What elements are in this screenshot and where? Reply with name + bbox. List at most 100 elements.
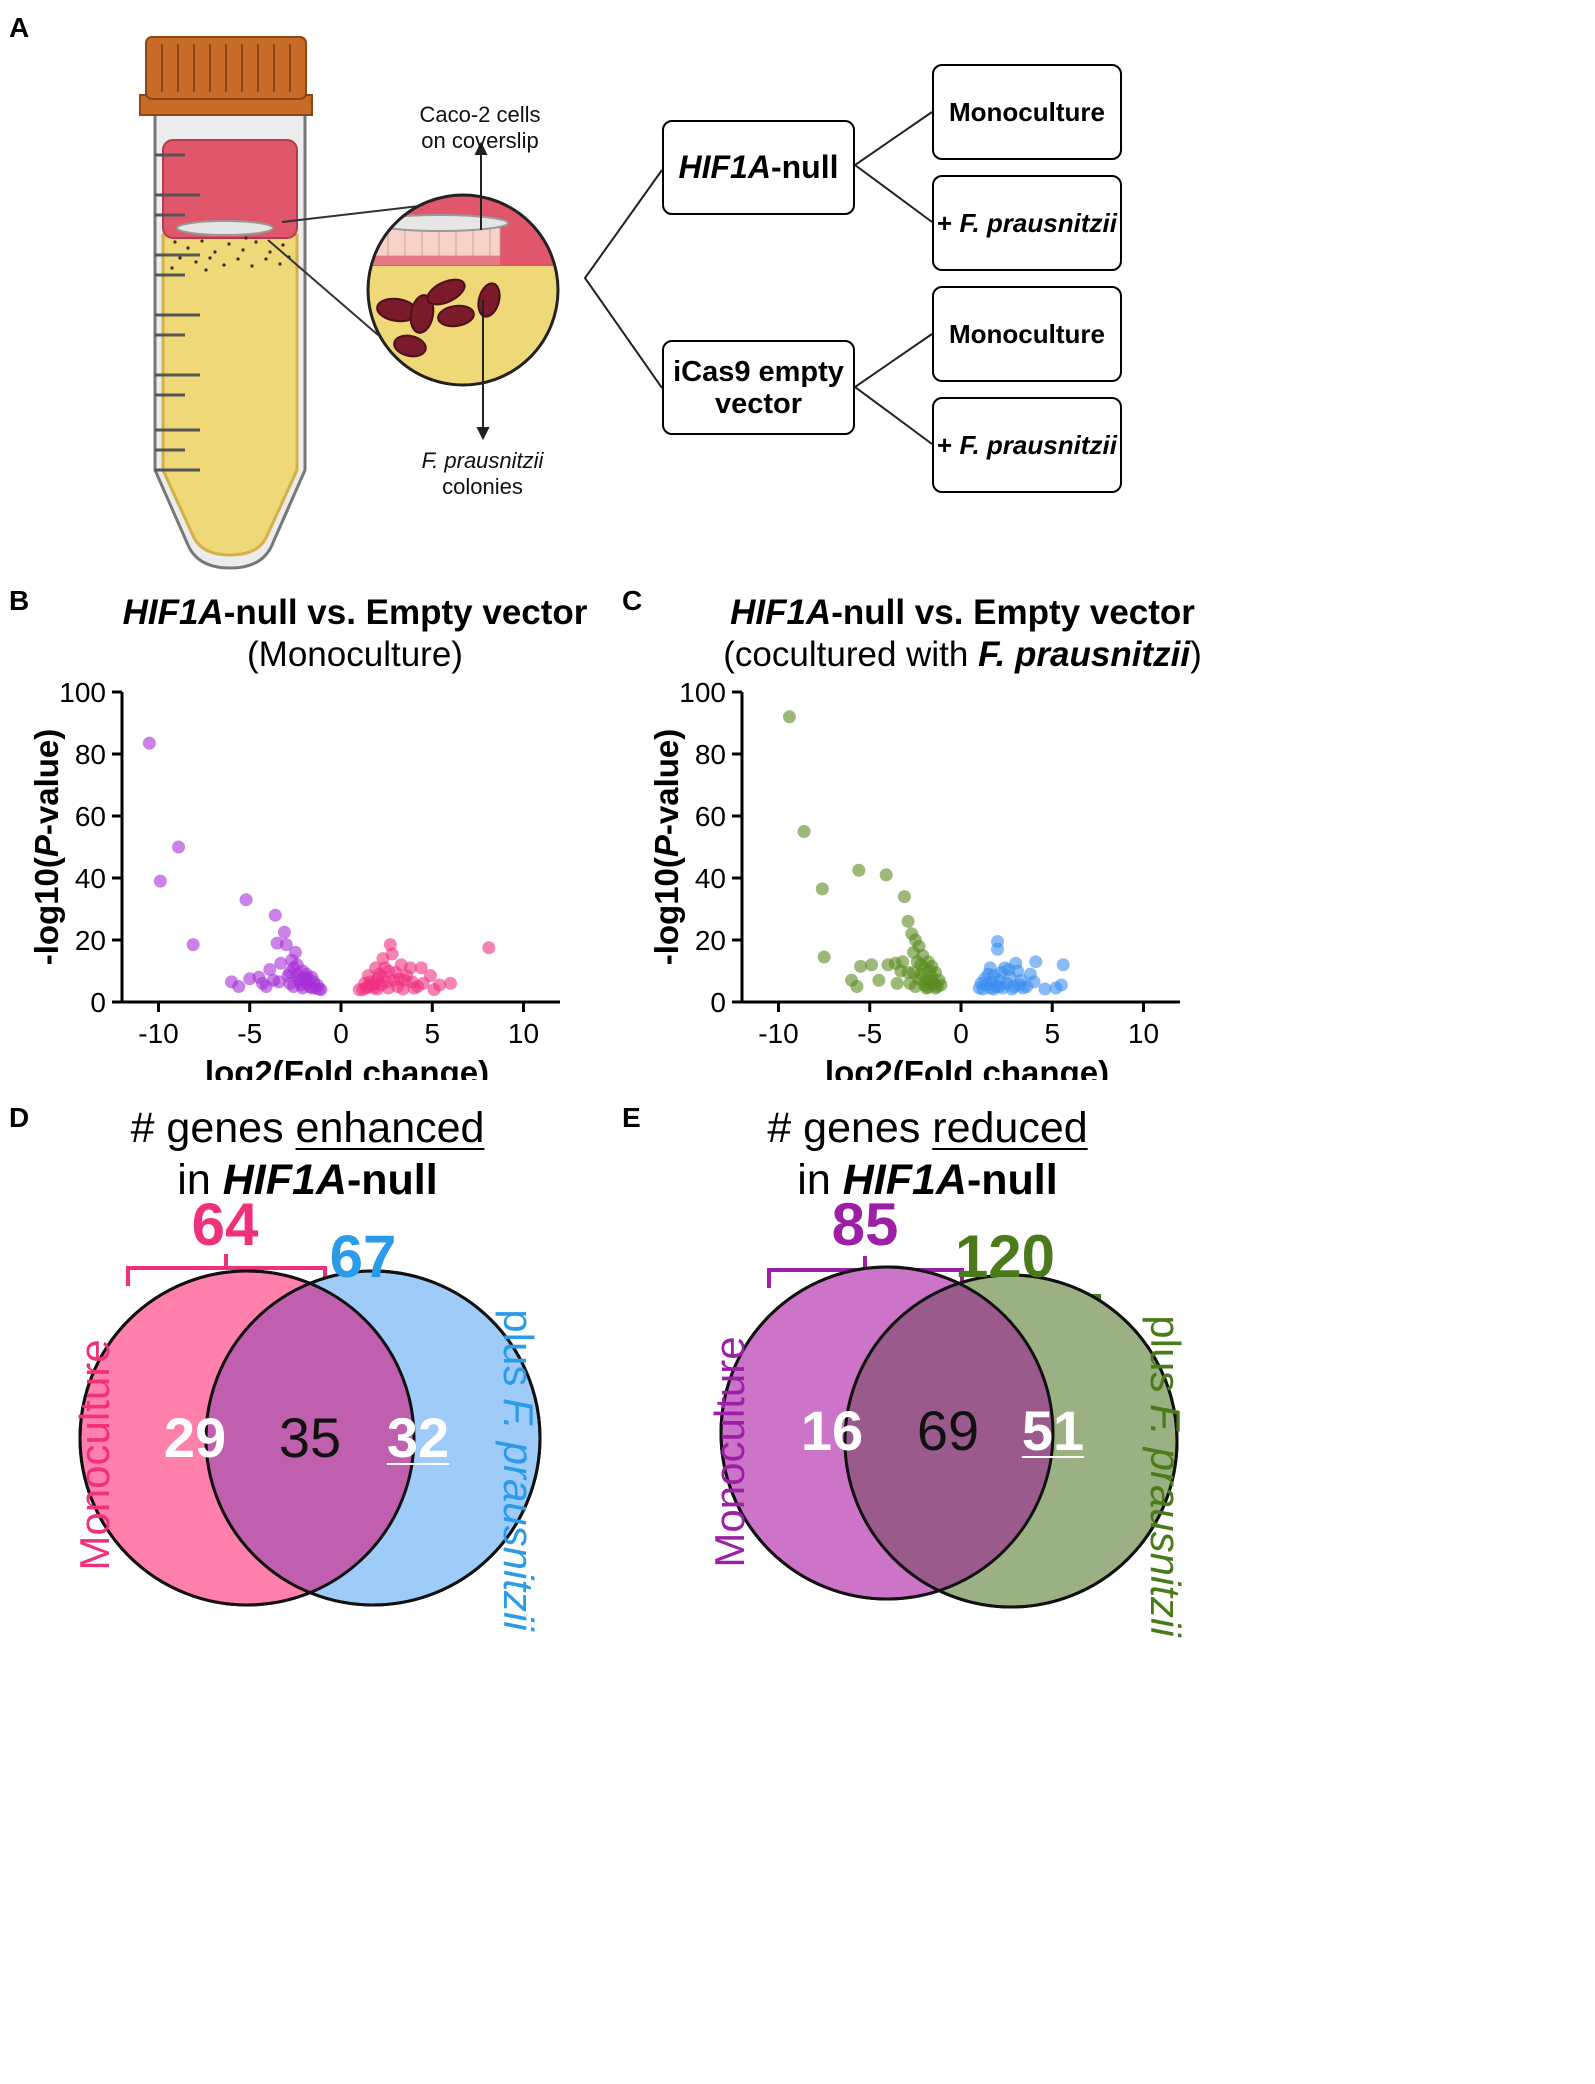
data-point-reduced xyxy=(797,825,811,838)
e-total-left: 85 xyxy=(831,1191,899,1258)
venn-enhanced xyxy=(78,1254,542,1607)
data-point-enhanced xyxy=(991,942,1004,956)
data-point-reduced xyxy=(186,938,200,952)
box-monoculture-2: Monoculture xyxy=(932,286,1122,382)
data-point-enhanced xyxy=(482,941,496,955)
panel-c-label: C xyxy=(622,585,643,616)
d-right-only: 32 xyxy=(386,1406,450,1469)
x-axis-label: log2(Fold change) xyxy=(825,1054,1109,1080)
panel-b-title: HIF1A-null vs. Empty vector (Monoculture… xyxy=(100,592,610,676)
d-title-in: in xyxy=(177,1156,223,1204)
x-tick-label: 0 xyxy=(953,1018,969,1049)
d-title-prefix: # genes xyxy=(130,1104,296,1152)
data-point-enhanced xyxy=(1009,956,1023,970)
zoom-line-top xyxy=(281,204,429,223)
y-tick-label: 60 xyxy=(695,801,726,832)
data-point-reduced xyxy=(277,925,291,939)
y-tick-label: 0 xyxy=(710,987,726,1018)
data-point-reduced xyxy=(153,874,167,888)
volcano-plot-monoculture: 0 20 40 60 80 100 -10 -5 0 5 10 log2(Fold change) -l… xyxy=(28,677,560,1080)
fp-2: F. prausnitzii xyxy=(959,429,1117,460)
y-axis-label: -log10(P-value) xyxy=(648,729,685,966)
data-point-enhanced xyxy=(383,938,397,952)
data-point-reduced xyxy=(279,938,293,952)
box-monoculture-2-label: Monoculture xyxy=(949,318,1105,349)
data-point-enhanced xyxy=(427,983,441,997)
d-total-right: 67 xyxy=(329,1223,397,1290)
tube-illustration xyxy=(139,36,933,570)
x-tick-label: -10 xyxy=(758,1018,798,1049)
data-point-reduced xyxy=(296,981,310,995)
y-tick-label: 40 xyxy=(75,863,106,894)
fp-label-colonies: colonies xyxy=(442,474,523,499)
data-point-reduced xyxy=(274,956,288,970)
caco-label-line1: Caco-2 cells xyxy=(419,102,541,127)
panel-c-title: HIF1A-null vs. Empty vector (cocultured … xyxy=(700,592,1225,676)
data-point-enhanced xyxy=(396,982,410,996)
e-right-label-species: F. prausnitzii xyxy=(1142,1404,1189,1637)
data-point-reduced xyxy=(239,893,253,907)
data-point-enhanced xyxy=(972,981,986,995)
venn-overlap xyxy=(845,1275,1053,1599)
data-point-reduced xyxy=(232,980,246,993)
data-point-reduced xyxy=(142,736,156,750)
c-title-gene: HIF1A xyxy=(730,593,832,632)
d-title-under: enhanced xyxy=(295,1104,485,1152)
venn-reduced xyxy=(719,1256,1179,1609)
panel-a-label: A xyxy=(9,12,30,43)
x-tick-label: 5 xyxy=(1044,1018,1060,1049)
e-right-label-plain: plus xyxy=(1142,1315,1189,1405)
data-point-enhanced xyxy=(998,961,1012,975)
red-medium xyxy=(162,139,298,239)
data-point-enhanced xyxy=(1038,982,1052,996)
zoom-circle-content xyxy=(368,195,558,385)
data-point-enhanced xyxy=(414,961,428,975)
icas9-line2: vector xyxy=(714,387,803,420)
data-point-enhanced xyxy=(376,952,390,966)
e-left-label: Monoculture xyxy=(706,1336,753,1568)
data-point-enhanced xyxy=(381,981,395,995)
c-title-rest: -null vs. Empty vector xyxy=(831,593,1195,632)
data-point-reduced xyxy=(888,956,902,970)
x-tick-label: 10 xyxy=(1128,1018,1159,1049)
venn-overlap xyxy=(206,1271,414,1605)
box-fp-1: + F. prausnitzii xyxy=(932,175,1122,271)
data-point-reduced xyxy=(283,966,297,980)
b-subtitle: (Monoculture) xyxy=(247,635,463,674)
panel-d-title: # genes enhanced in HIF1A-null xyxy=(100,1102,515,1206)
data-point-reduced xyxy=(314,983,328,997)
e-right-only: 51 xyxy=(1021,1399,1085,1462)
y-tick-label: 100 xyxy=(679,677,726,708)
data-point-reduced xyxy=(852,863,866,877)
panel-d-label: D xyxy=(9,1102,30,1133)
hif1a-gene: HIF1A xyxy=(678,149,771,185)
icas9-box: iCas9 empty vector xyxy=(662,340,855,435)
e-title-end: -null xyxy=(966,1156,1058,1204)
data-point-enhanced xyxy=(1027,975,1041,989)
x-tick-label: 10 xyxy=(508,1018,539,1049)
data-point-reduced xyxy=(782,710,796,724)
y-axis-label: -log10(P-value) xyxy=(28,729,65,966)
y-tick-label: 0 xyxy=(90,987,106,1018)
data-point-reduced xyxy=(288,945,302,959)
b-title-gene: HIF1A xyxy=(122,593,224,632)
bacteria-dots xyxy=(170,236,291,272)
data-point-enhanced xyxy=(444,976,457,990)
plus-prefix-2: + xyxy=(937,429,960,460)
plus-prefix-1: + xyxy=(937,207,960,238)
data-point-reduced xyxy=(897,890,911,904)
data-point-reduced xyxy=(268,908,282,922)
y-tick-label: 20 xyxy=(695,925,726,956)
y-tick-label: 20 xyxy=(75,925,106,956)
data-point-enhanced xyxy=(361,969,375,983)
c-subtitle-end: ) xyxy=(1190,635,1202,674)
data-point-reduced xyxy=(256,976,270,990)
e-overlap: 69 xyxy=(916,1399,980,1462)
data-point-reduced xyxy=(872,973,886,987)
coverslip xyxy=(176,220,274,236)
c-subtitle-species: F. prausnitzii xyxy=(978,635,1191,674)
graduation-marks xyxy=(155,153,200,472)
panel-e-label: E xyxy=(622,1102,641,1133)
data-point-reduced xyxy=(172,840,186,854)
y-tick-label: 60 xyxy=(75,801,106,832)
